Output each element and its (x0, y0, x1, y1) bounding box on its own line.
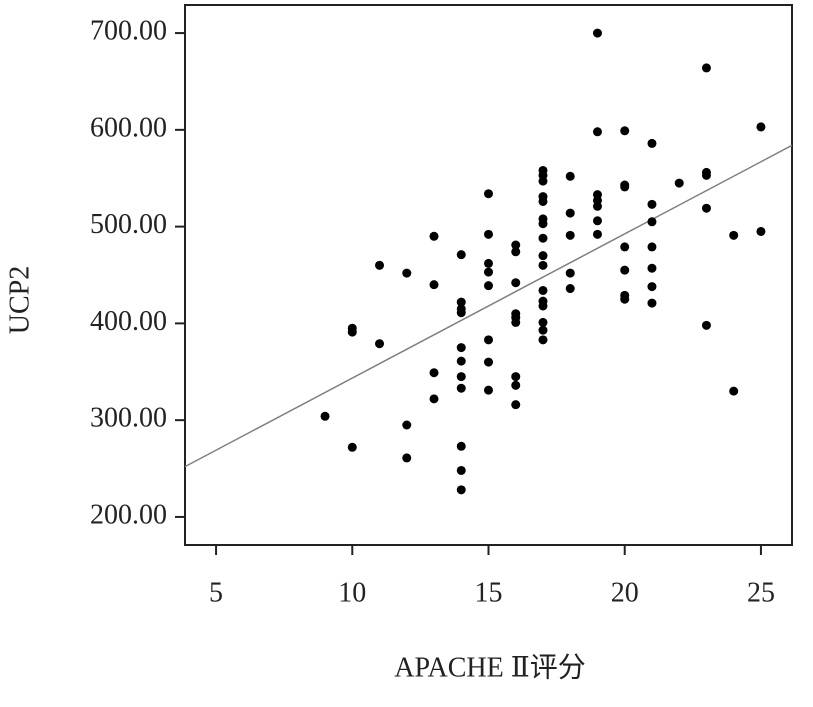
point (511, 247, 521, 257)
y-tick-label: 600.00 (90, 112, 167, 143)
point (620, 182, 630, 192)
point (511, 240, 521, 250)
point (538, 335, 548, 345)
point (347, 442, 357, 452)
point (511, 278, 521, 288)
point (511, 380, 521, 390)
point (592, 229, 602, 239)
point (429, 394, 439, 404)
point (511, 317, 521, 327)
point (538, 285, 548, 295)
point (538, 260, 548, 270)
x-tick-label: 5 (209, 577, 223, 608)
point (592, 127, 602, 137)
point (484, 357, 493, 367)
point (429, 368, 439, 378)
y-tick-label: 700.00 (90, 15, 167, 46)
point (456, 356, 466, 366)
point (592, 28, 602, 38)
x-tick-label: 10 (338, 577, 366, 608)
point (456, 308, 466, 318)
y-tick-label: 400.00 (90, 306, 167, 337)
point (647, 199, 657, 209)
point (347, 327, 357, 337)
point (674, 178, 684, 188)
point (429, 280, 439, 290)
point (402, 420, 412, 430)
point (538, 196, 548, 206)
point (402, 453, 412, 463)
point (756, 122, 766, 132)
point (756, 226, 766, 236)
point (701, 203, 711, 213)
point (456, 250, 466, 260)
point (511, 372, 521, 382)
point (701, 63, 711, 73)
point (484, 258, 493, 268)
point (620, 265, 630, 275)
point (729, 230, 739, 240)
point (484, 385, 493, 395)
x-tick-label: 20 (611, 577, 639, 608)
point (620, 242, 630, 252)
point (456, 441, 466, 451)
point (565, 268, 575, 278)
point (456, 372, 466, 382)
point (592, 201, 602, 211)
y-axis-label: UCP2 (4, 266, 35, 334)
point (538, 301, 548, 311)
x-axis-label: APACHE Ⅱ评分 (394, 652, 585, 683)
point (484, 229, 493, 239)
point (701, 320, 711, 330)
point (456, 297, 466, 307)
point (647, 282, 657, 292)
point (538, 251, 548, 261)
point (647, 138, 657, 148)
point (647, 298, 657, 308)
point (565, 230, 575, 240)
point (456, 343, 466, 353)
point (620, 126, 630, 136)
point (375, 339, 385, 349)
point (592, 216, 602, 226)
point (538, 219, 548, 229)
y-tick-label: 500.00 (90, 209, 167, 240)
point (375, 260, 385, 270)
y-tick-label: 200.00 (90, 499, 167, 530)
point (647, 242, 657, 252)
point (701, 170, 711, 180)
point (647, 217, 657, 227)
point (511, 400, 521, 410)
point (620, 294, 630, 304)
point (565, 208, 575, 218)
point (647, 263, 657, 273)
point (538, 317, 548, 327)
point (484, 335, 493, 345)
point (729, 386, 739, 396)
point (484, 189, 493, 199)
point (484, 267, 493, 277)
y-tick-label: 300.00 (90, 403, 167, 434)
point (538, 233, 548, 243)
point (429, 231, 439, 241)
point (538, 325, 548, 335)
point (484, 281, 493, 291)
point (456, 383, 466, 393)
point (565, 171, 575, 181)
point (402, 268, 412, 278)
point (320, 411, 330, 421)
point (456, 485, 466, 495)
point (456, 465, 466, 475)
x-tick-label: 15 (475, 577, 503, 608)
fit-line (184, 144, 793, 468)
point (565, 284, 575, 294)
point (538, 176, 548, 186)
x-tick-label: 25 (747, 577, 775, 608)
